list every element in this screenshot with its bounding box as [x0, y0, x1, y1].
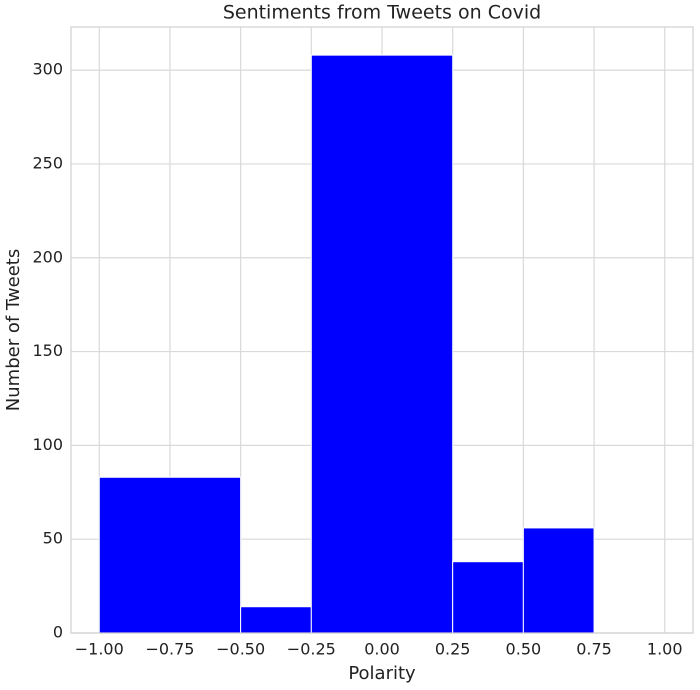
bar: [310, 54, 454, 634]
bar: [522, 527, 595, 634]
y-axis-label: Number of Tweets: [3, 249, 24, 411]
bar: [452, 561, 524, 634]
y-tick-label: 250: [32, 153, 63, 172]
bar: [98, 476, 242, 634]
y-tick-label: 50: [43, 529, 63, 548]
y-tick-label: 150: [32, 341, 63, 360]
x-tick-label: −0.50: [216, 640, 265, 659]
y-tick-label: 0: [53, 623, 63, 642]
x-tick-label: 0.50: [506, 640, 542, 659]
chart-title: Sentiments from Tweets on Covid: [223, 2, 541, 24]
x-axis-label: Polarity: [348, 663, 416, 684]
x-tick-label: −0.25: [287, 640, 336, 659]
plot-frame: [70, 26, 694, 634]
bar: [240, 606, 312, 634]
x-tick-label: −1.00: [75, 640, 124, 659]
y-tick-label: 300: [32, 60, 63, 79]
x-tick-label: 1.00: [647, 640, 683, 659]
x-tick-label: 0.00: [364, 640, 400, 659]
x-tick-label: −0.75: [145, 640, 194, 659]
x-tick-label: 0.75: [576, 640, 612, 659]
y-tick-label: 200: [32, 247, 63, 266]
y-tick-label: 100: [32, 435, 63, 454]
x-tick-label: 0.25: [435, 640, 471, 659]
